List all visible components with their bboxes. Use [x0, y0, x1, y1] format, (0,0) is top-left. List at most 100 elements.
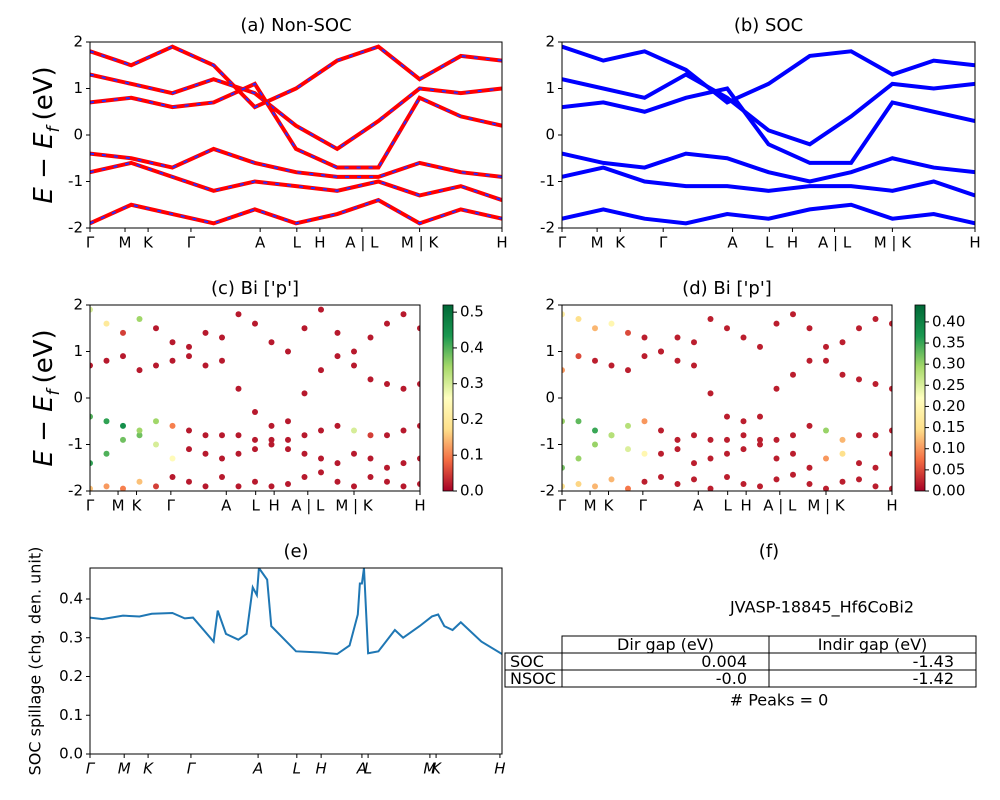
x-tick-label: A: [221, 497, 232, 515]
projection-point: [318, 306, 324, 313]
projection-point: [367, 455, 374, 462]
projection-point: [268, 483, 275, 490]
projection-point: [301, 432, 308, 439]
projection-point: [384, 432, 390, 439]
projection-point: [856, 460, 862, 467]
y-tick-label: 0.0: [59, 745, 83, 763]
projection-point: [889, 320, 892, 327]
projection-point: [90, 413, 93, 420]
x-tick-label: K: [132, 497, 143, 515]
y-tick-label: -2: [540, 219, 555, 237]
x-tick-label: H: [740, 497, 751, 515]
projection-point: [268, 441, 275, 448]
cell: -0.0: [716, 669, 747, 688]
cell: -1.42: [913, 669, 954, 688]
colorbar-tick-label: 0.40: [932, 312, 965, 330]
projection-point: [592, 483, 598, 490]
projection-point: [301, 390, 308, 397]
projection-point: [757, 343, 763, 350]
projection-point: [120, 353, 126, 360]
x-tick-label: H: [268, 497, 279, 515]
projection-point: [608, 476, 615, 483]
cell: -1.43: [913, 652, 954, 671]
y-label-main: E − E: [29, 395, 59, 467]
x-tick-label: L: [723, 497, 732, 515]
projection-point: [318, 455, 324, 462]
y-label-unit: (eV): [29, 329, 59, 383]
projection-point: [889, 385, 892, 392]
projection-point: [235, 432, 242, 439]
projection-point: [202, 329, 209, 336]
projection-point: [608, 320, 615, 327]
projection-point: [641, 418, 648, 425]
projection-point: [757, 436, 763, 443]
projection-point: [103, 357, 110, 364]
projection-point: [641, 334, 648, 341]
projection-point: [823, 455, 829, 462]
bands: [90, 44, 502, 226]
projection-point: [674, 436, 681, 443]
line-group: [90, 568, 502, 656]
y-tick-label: 2: [545, 33, 555, 51]
column-header: Dir gap (eV): [617, 635, 714, 654]
projection-point: [823, 427, 829, 434]
x-tick-label: A: [255, 234, 266, 252]
y-tick-label: 1: [73, 342, 83, 360]
projection-point: [268, 422, 275, 429]
projection-point: [169, 422, 176, 429]
projection-point: [367, 376, 374, 383]
projection-point: [202, 450, 209, 457]
plot-frame: [89, 567, 503, 755]
x-tick-label: Γ: [639, 497, 648, 515]
colorbar-tick-label: 0.00: [932, 482, 965, 500]
plot-frame: [561, 304, 893, 492]
projection-point: [757, 483, 763, 490]
projection-point: [334, 329, 341, 336]
plot-frame: [89, 304, 421, 492]
projection-point: [252, 478, 258, 485]
band-line: [90, 146, 502, 179]
projection-point: [351, 362, 357, 369]
projection-point: [318, 469, 324, 476]
projection-point: [219, 334, 225, 341]
colorbar-tick-label: 0.35: [932, 334, 965, 352]
projection-point: [351, 348, 357, 355]
projection-point: [169, 455, 176, 462]
points: [90, 306, 420, 491]
y-tick-label: -1: [540, 172, 555, 190]
projection-point: [285, 436, 291, 443]
projection-point: [674, 334, 681, 341]
projection-point: [90, 460, 93, 467]
projection-point: [400, 483, 407, 490]
projection-point: [417, 325, 420, 332]
projection-point: [790, 311, 796, 318]
projection-point: [334, 478, 341, 485]
x-tick-label: M | K: [874, 234, 913, 252]
projection-point: [773, 476, 780, 483]
x-tick-label: M: [118, 760, 131, 778]
colorbar-tick-label: 0.05: [932, 460, 965, 478]
y-tick-label: 0: [73, 126, 83, 144]
x-tick-label: H: [969, 234, 980, 252]
panel-title: (e): [283, 541, 308, 562]
projection-point: [575, 315, 582, 322]
projection-point: [318, 427, 324, 434]
x-tick-label: K: [431, 760, 442, 778]
colorbar-tick-label: 0.25: [932, 376, 965, 394]
projection-point: [186, 353, 192, 360]
projection-point: [691, 460, 697, 467]
y-label-main: E − E: [29, 132, 59, 204]
x-tick-label: Γ: [86, 234, 95, 252]
colorbar: [914, 304, 926, 492]
x-tick-label: M: [112, 497, 125, 515]
projection-point: [235, 483, 242, 490]
projection-point: [120, 436, 126, 443]
projection-point: [856, 325, 862, 332]
projection-point: [136, 427, 143, 434]
projection-point: [889, 485, 892, 491]
panel-title: (a) Non-SOC: [240, 15, 351, 36]
x-tick-label: M | K: [335, 497, 374, 515]
projection-point: [691, 339, 697, 346]
panel-title: (c) Bi ['p']: [211, 278, 299, 299]
x-tick-label: M: [584, 497, 597, 515]
